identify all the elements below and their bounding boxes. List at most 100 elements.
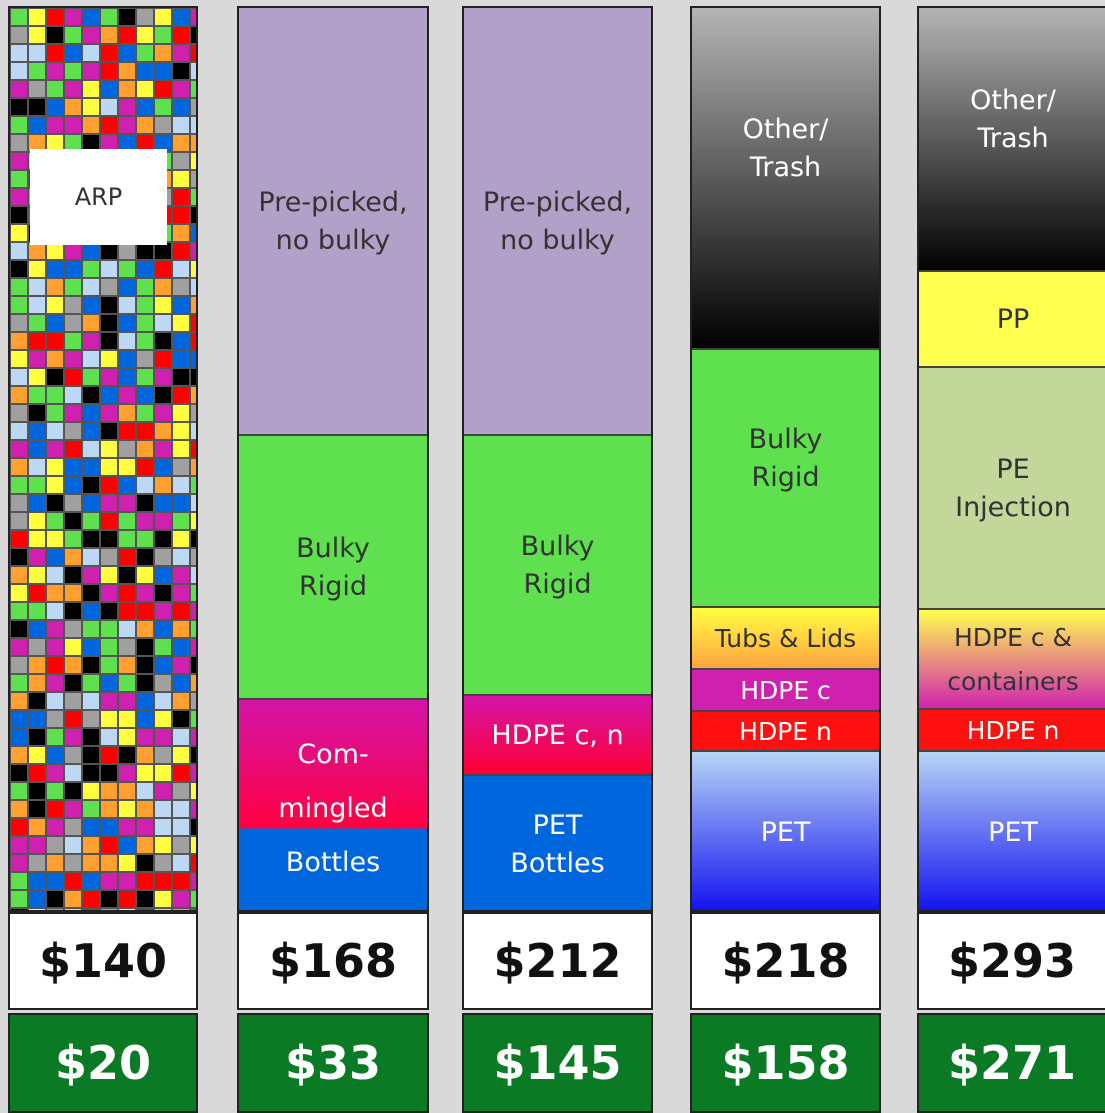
- mosaic-tile: [136, 512, 154, 530]
- mosaic-tile: [46, 764, 64, 782]
- mosaic-tile: [28, 26, 46, 44]
- mosaic-tile: [64, 836, 82, 854]
- mosaic-tile: [118, 116, 136, 134]
- mosaic-tile: [46, 566, 64, 584]
- mosaic-tile: [64, 314, 82, 332]
- mosaic-tile: [46, 8, 64, 26]
- segment: Other/ Trash: [692, 8, 879, 350]
- mosaic-tile: [172, 890, 190, 908]
- mosaic-tile: [28, 404, 46, 422]
- mosaic-tile: [118, 674, 136, 692]
- mosaic-tile: [82, 638, 100, 656]
- mosaic-tile: [136, 494, 154, 512]
- mosaic-tile: [154, 458, 172, 476]
- mosaic-tile: [172, 404, 190, 422]
- mosaic-tile: [136, 674, 154, 692]
- mosaic-tile: [172, 188, 190, 206]
- mosaic-tile: [172, 620, 190, 638]
- mosaic-tile: [136, 692, 154, 710]
- mosaic-tile: [172, 494, 190, 512]
- mosaic-tile: [190, 386, 198, 404]
- mosaic-tile: [154, 890, 172, 908]
- mosaic-tile: [190, 458, 198, 476]
- mosaic-tile: [82, 764, 100, 782]
- mosaic-tile: [100, 818, 118, 836]
- mosaic-tile: [64, 476, 82, 494]
- mosaic-tile: [46, 890, 64, 908]
- segment: PE Injection: [919, 366, 1105, 610]
- mosaic-tile: [64, 368, 82, 386]
- mosaic-tile: [10, 350, 28, 368]
- mosaic-tile: [154, 62, 172, 80]
- mosaic-tile: [190, 422, 198, 440]
- mosaic-tile: [118, 476, 136, 494]
- mosaic-tile: [154, 692, 172, 710]
- mosaic: [10, 8, 196, 910]
- mosaic-tile: [172, 44, 190, 62]
- mosaic-tile: [190, 368, 198, 386]
- mosaic-tile: [154, 782, 172, 800]
- mosaic-tile: [10, 8, 28, 26]
- segment: PET: [692, 750, 879, 912]
- mosaic-tile: [10, 782, 28, 800]
- mosaic-tile: [118, 764, 136, 782]
- mosaic-tile: [100, 314, 118, 332]
- mosaic-tile: [190, 44, 198, 62]
- mosaic-tile: [172, 152, 190, 170]
- mosaic-tile: [154, 872, 172, 890]
- mosaic-tile: [46, 260, 64, 278]
- segment: HDPE n: [919, 708, 1105, 752]
- mosaic-tile: [172, 728, 190, 746]
- mosaic-tile: [82, 314, 100, 332]
- mosaic-tile: [82, 8, 100, 26]
- mosaic-tile: [64, 440, 82, 458]
- mosaic-tile: [100, 62, 118, 80]
- mosaic-tile: [100, 296, 118, 314]
- mosaic-tile: [82, 80, 100, 98]
- mosaic-tile: [190, 188, 198, 206]
- net-value: $145: [462, 1013, 653, 1113]
- mosaic-tile: [154, 494, 172, 512]
- mosaic-tile: [118, 872, 136, 890]
- segment: PET: [919, 750, 1105, 912]
- price: $218: [690, 912, 881, 1010]
- mosaic-tile: [46, 332, 64, 350]
- mosaic-tile: [172, 314, 190, 332]
- mosaic-tile: [154, 710, 172, 728]
- mosaic-tile: [136, 782, 154, 800]
- mosaic-tile: [64, 710, 82, 728]
- mosaic-tile: [64, 890, 82, 908]
- mosaic-tile: [10, 332, 28, 350]
- mosaic-tile: [136, 800, 154, 818]
- mosaic-tile: [118, 692, 136, 710]
- mosaic-tile: [46, 872, 64, 890]
- mosaic-tile: [10, 188, 28, 206]
- mosaic-tile: [172, 818, 190, 836]
- mosaic-tile: [190, 872, 198, 890]
- mosaic-tile: [190, 494, 198, 512]
- segment: Com- mingled Bottles: [239, 698, 427, 912]
- mosaic-tile: [64, 728, 82, 746]
- mosaic-tile: [82, 98, 100, 116]
- mosaic-tile: [28, 98, 46, 116]
- mosaic-tile: [28, 692, 46, 710]
- mosaic-tile: [46, 638, 64, 656]
- mosaic-tile: [118, 260, 136, 278]
- mosaic-tile: [154, 260, 172, 278]
- mosaic-tile: [172, 422, 190, 440]
- mosaic-tile: [172, 854, 190, 872]
- mosaic-tile: [28, 764, 46, 782]
- mosaic-tile: [28, 332, 46, 350]
- mosaic-tile: [118, 602, 136, 620]
- mosaic-tile: [172, 242, 190, 260]
- mosaic-tile: [28, 350, 46, 368]
- mosaic-tile: [10, 710, 28, 728]
- mosaic-tile: [28, 800, 46, 818]
- segment: HDPE c & containers: [919, 608, 1105, 710]
- mosaic-tile: [28, 782, 46, 800]
- mosaic-tile: [118, 566, 136, 584]
- mosaic-tile: [154, 26, 172, 44]
- mosaic-tile: [118, 818, 136, 836]
- mosaic-tile: [82, 476, 100, 494]
- mosaic-tile: [64, 800, 82, 818]
